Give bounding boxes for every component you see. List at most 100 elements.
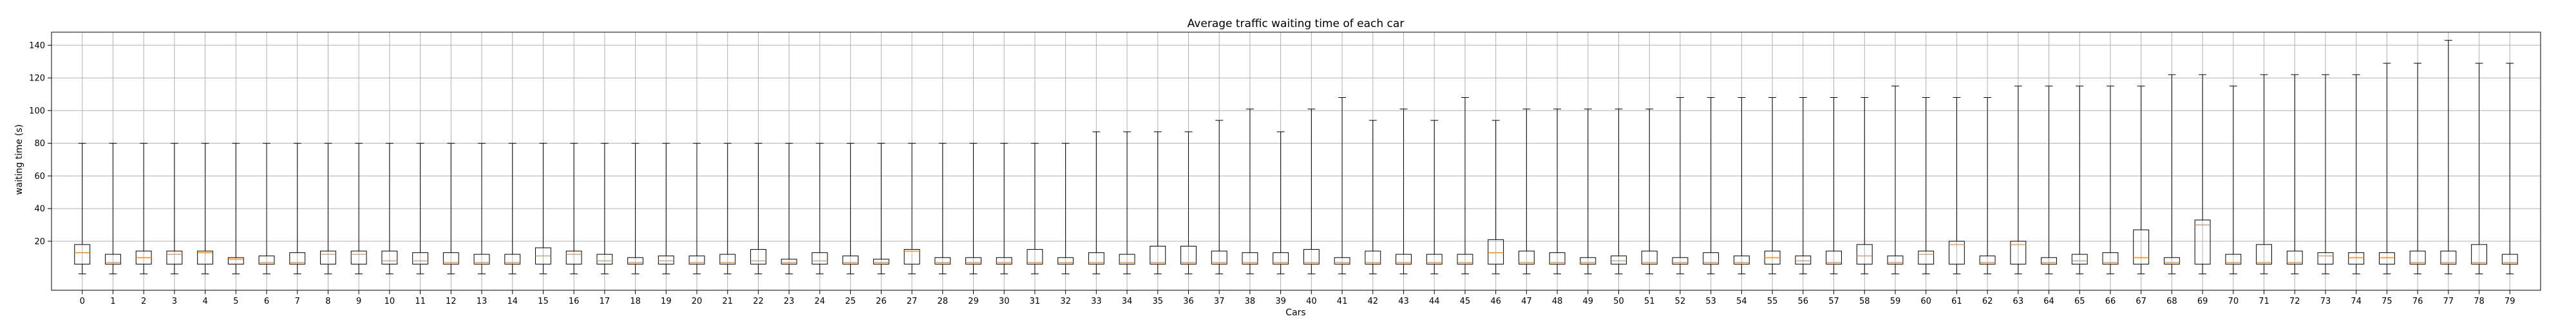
y-tick-label: 100 — [29, 106, 45, 116]
box-item — [596, 143, 613, 275]
x-tick-label: 76 — [2412, 297, 2423, 306]
box-item — [1795, 97, 1812, 275]
box-rect — [688, 255, 705, 265]
box-item — [1457, 97, 1473, 275]
box-rect — [2102, 252, 2119, 265]
box-rect — [1180, 245, 1197, 265]
box-rect — [904, 249, 920, 265]
box-rect — [1150, 245, 1166, 265]
x-tick-label: 70 — [2228, 297, 2239, 306]
plot-frame — [51, 32, 2541, 291]
box-item — [1764, 97, 1781, 275]
x-tick-label: 9 — [356, 297, 361, 306]
box-item — [350, 143, 367, 275]
box-item — [2286, 74, 2303, 275]
box-rect — [2163, 257, 2180, 265]
box-item — [2225, 86, 2242, 275]
box-item — [1334, 97, 1350, 275]
x-tick-label: 50 — [1613, 297, 1624, 306]
x-tick-label: 10 — [384, 297, 395, 306]
x-tick-label: 48 — [1552, 297, 1563, 306]
x-tick-label: 17 — [600, 297, 611, 306]
box-rect — [1365, 250, 1381, 265]
box-item — [1856, 97, 1873, 275]
x-tick-label: 16 — [569, 297, 580, 306]
box-item — [2440, 40, 2457, 275]
box-rect — [442, 252, 459, 265]
box-rect — [2286, 250, 2303, 265]
box-item — [2501, 62, 2518, 275]
box-rect — [1518, 250, 1535, 265]
box-rect — [1119, 254, 1135, 265]
x-tick-label: 38 — [1245, 297, 1256, 306]
x-tick-label: 52 — [1675, 297, 1686, 306]
box-rect — [781, 259, 797, 265]
box-rect — [1703, 252, 1719, 265]
box-item — [1826, 97, 1842, 275]
box-item — [811, 143, 828, 275]
x-tick-label: 44 — [1429, 297, 1440, 306]
x-tick-label: 46 — [1490, 297, 1501, 306]
x-tick-label: 72 — [2289, 297, 2300, 306]
box-item — [381, 143, 398, 275]
x-tick-label: 77 — [2443, 297, 2454, 306]
box-rect — [2348, 252, 2365, 265]
box-item — [2071, 86, 2088, 275]
x-tick-label: 60 — [1920, 297, 1931, 306]
box-rect — [1396, 254, 1412, 265]
x-tick-label: 69 — [2197, 297, 2208, 306]
box-rect — [1672, 257, 1689, 265]
x-tick-label: 73 — [2320, 297, 2331, 306]
x-tick-label: 19 — [661, 297, 672, 306]
x-tick-label: 39 — [1275, 297, 1286, 306]
box-item — [1641, 108, 1658, 275]
x-tick-label: 59 — [1890, 297, 1901, 306]
box-rect — [719, 254, 736, 265]
box-rect — [2041, 257, 2057, 265]
box-item — [2041, 86, 2057, 275]
box-rect — [1457, 254, 1473, 265]
box-rect — [2440, 250, 2457, 265]
x-tick-label: 7 — [295, 297, 300, 306]
box-item — [2194, 74, 2211, 275]
box-item — [965, 143, 981, 275]
box-rect — [965, 257, 981, 265]
x-tick-label: 32 — [1060, 297, 1071, 306]
box-item — [719, 143, 736, 275]
box-rect — [1088, 252, 1104, 265]
box-rect — [412, 252, 429, 265]
box-rect — [1611, 255, 1627, 265]
box-rect — [873, 259, 889, 265]
box-rect — [2317, 252, 2334, 265]
box-item — [1242, 108, 1258, 275]
box-layer — [74, 40, 2518, 275]
box-rect — [842, 255, 859, 265]
box-rect — [2501, 254, 2518, 265]
box-item — [1180, 131, 1197, 275]
box-rect — [197, 250, 214, 265]
box-rect — [1488, 239, 1504, 265]
box-rect — [627, 257, 644, 265]
box-item — [627, 143, 644, 275]
y-tick-label: 140 — [29, 41, 45, 51]
box-rect — [1979, 255, 1996, 265]
box-rect — [565, 250, 582, 265]
box-item — [1948, 97, 1965, 275]
x-tick-label: 61 — [1951, 297, 1962, 306]
box-rect — [258, 255, 275, 265]
box-item — [750, 143, 766, 275]
box-rect — [1057, 257, 1074, 265]
box-item — [1150, 131, 1166, 275]
box-item — [1119, 131, 1135, 275]
x-tick-label: 56 — [1798, 297, 1809, 306]
x-axis-title: Cars — [1285, 308, 1305, 318]
box-item — [412, 143, 429, 275]
x-tick-label: 0 — [80, 297, 85, 306]
box-rect — [74, 244, 91, 265]
box-item — [1672, 97, 1689, 275]
box-rect — [2071, 254, 2088, 265]
box-rect — [320, 250, 336, 265]
box-item — [258, 143, 275, 275]
box-rect — [1887, 255, 1904, 265]
